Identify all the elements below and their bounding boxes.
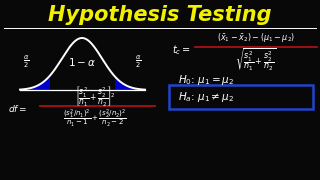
Text: $H_0\colon\ \mu_1=\mu_2$: $H_0\colon\ \mu_1=\mu_2$ [178, 73, 234, 87]
Text: $\left[\dfrac{s_1^2}{n_1}+\dfrac{s_2^2}{n_2}\right]^2$: $\left[\dfrac{s_1^2}{n_1}+\dfrac{s_2^2}{… [75, 84, 116, 108]
Text: $t_c=$: $t_c=$ [172, 43, 191, 57]
Text: $\dfrac{(s_1^2/n_1)^2}{n_1-1}+\dfrac{(s_2^2/n_2)^2}{n_2-2}$: $\dfrac{(s_1^2/n_1)^2}{n_1-1}+\dfrac{(s_… [63, 107, 127, 129]
Text: $H_a\colon\ \mu_1\neq\mu_2$: $H_a\colon\ \mu_1\neq\mu_2$ [178, 90, 234, 104]
Text: Hypothesis Testing: Hypothesis Testing [48, 5, 272, 25]
Text: $df=$: $df=$ [8, 102, 27, 114]
Text: $\frac{\alpha}{2}$: $\frac{\alpha}{2}$ [23, 54, 29, 70]
Text: $1-\alpha$: $1-\alpha$ [68, 56, 96, 68]
Text: $\sqrt{\dfrac{s_1^2}{n_1}+\dfrac{s_2^2}{n_2}}$: $\sqrt{\dfrac{s_1^2}{n_1}+\dfrac{s_2^2}{… [236, 47, 276, 73]
Text: $(\bar{x}_1-\bar{x}_2)-(\mu_1-\mu_2)$: $(\bar{x}_1-\bar{x}_2)-(\mu_1-\mu_2)$ [217, 31, 295, 44]
Text: $\frac{\alpha}{2}$: $\frac{\alpha}{2}$ [135, 54, 141, 70]
